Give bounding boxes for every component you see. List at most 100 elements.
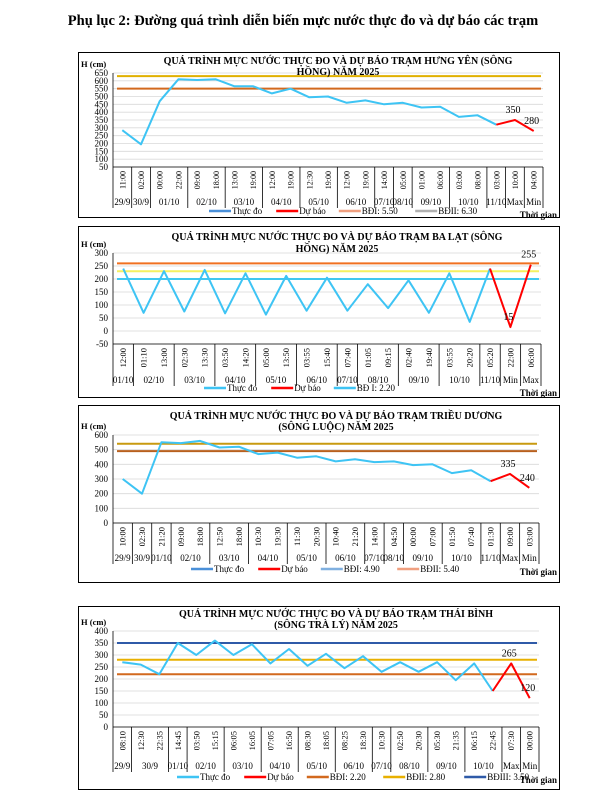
chart-title: QUÁ TRÌNH MỰC NƯỚC THỰC ĐO VÀ DỰ BÁO TRẠ… <box>172 230 503 243</box>
y-tick-label: 400 <box>95 626 109 636</box>
x-tick-label: 18:30 <box>358 731 368 750</box>
x-tick-label: 18:00 <box>212 171 221 189</box>
x-group-label: 10/10 <box>451 553 472 563</box>
x-group-label: 07/10 <box>371 761 392 771</box>
x-group-label: 02/10 <box>196 197 217 207</box>
x-group-label: 03/10 <box>234 197 255 207</box>
x-tick-label: 12:30 <box>305 171 314 189</box>
x-group-label: 01/10 <box>113 375 134 385</box>
legend-label: Dự báo <box>281 564 308 574</box>
x-tick-label: 07:40 <box>342 348 352 367</box>
data-label: 350 <box>505 105 520 116</box>
x-group-label: 01/10 <box>168 761 189 771</box>
x-group-label: Max <box>523 375 540 385</box>
legend-label: Thực đo <box>200 772 231 782</box>
x-tick-label: 11:30 <box>292 527 302 546</box>
y-tick-label: 400 <box>95 459 109 469</box>
x-group-label: 10/10 <box>449 375 470 385</box>
x-tick-label: 02:40 <box>404 348 414 367</box>
x-tick-label: 16:05 <box>247 731 257 750</box>
x-tick-label: 06:00 <box>526 348 536 367</box>
y-tick-label: 150 <box>95 686 109 696</box>
x-tick-label: 10:00 <box>118 527 128 546</box>
x-group-label: 08/10 <box>368 375 389 385</box>
x-tick-label: 19:00 <box>361 171 370 189</box>
x-tick-label: 22:00 <box>174 171 183 189</box>
x-tick-label: 09:00 <box>505 527 515 546</box>
x-tick-label: 02:00 <box>137 171 146 189</box>
y-tick-label: 350 <box>95 638 109 648</box>
x-group-label: Min <box>522 553 538 563</box>
x-group-label: 30/9 <box>134 553 151 563</box>
x-tick-label: 04:00 <box>530 171 539 189</box>
y-axis-label: H (cm) <box>81 421 106 431</box>
x-tick-label: 18:00 <box>195 527 205 546</box>
x-group-label: 29/9 <box>114 761 131 771</box>
x-tick-label: 16:50 <box>284 731 294 750</box>
y-tick-label: 300 <box>95 474 109 484</box>
x-tick-label: 12:00 <box>343 171 352 189</box>
legend-label: Dự báo <box>267 772 294 782</box>
y-tick-label: 100 <box>95 154 109 164</box>
x-tick-label: 01:10 <box>139 348 149 367</box>
legend-label: Dự báo <box>294 383 321 393</box>
series-forecast-line <box>496 119 535 132</box>
y-tick-label: 500 <box>95 445 109 455</box>
x-tick-label: 21:20 <box>156 527 166 546</box>
y-axis-label: H (cm) <box>81 59 106 69</box>
x-tick-label: 01:50 <box>447 527 457 546</box>
data-label: 335 <box>500 459 515 470</box>
chart-ba-lat: -50 0 50 100 150 200 250 300 H (cm) 15 255 12:00 01:… <box>78 226 560 398</box>
y-tick-label: 0 <box>104 722 109 732</box>
chart-title: QUÁ TRÌNH MỰC NƯỚC THỰC ĐO VÀ DỰ BÁO TRẠ… <box>179 608 493 620</box>
x-tick-label: 18:00 <box>234 527 244 546</box>
x-tick-label: 14:20 <box>240 348 250 367</box>
x-tick-label: 03:00 <box>524 527 534 546</box>
legend-label: BĐII: 5.40 <box>420 564 459 574</box>
y-tick-label: -50 <box>96 339 108 349</box>
x-group-label: 05/10 <box>296 553 317 563</box>
x-group-label: 04/10 <box>225 375 246 385</box>
y-tick-label: 450 <box>95 99 109 109</box>
x-tick-label: 08:25 <box>340 731 350 750</box>
x-tick-label: 05:30 <box>432 731 442 750</box>
y-tick-label: 50 <box>99 710 109 720</box>
y-tick-label: 300 <box>95 650 109 660</box>
x-tick-label: 13:50 <box>281 348 291 367</box>
x-group-label: 06/10 <box>307 375 328 385</box>
y-tick-label: 100 <box>95 698 109 708</box>
x-tick-label: 06:05 <box>228 731 238 750</box>
chart-title: QUÁ TRÌNH MỰC NƯỚC THỰC ĐO VÀ DỰ BÁO TRẠ… <box>164 54 513 67</box>
x-axis-label: Thời gian <box>520 567 557 577</box>
x-group-label: 08/10 <box>393 197 414 207</box>
x-group-label: 03/10 <box>219 553 240 563</box>
legend-label: BĐI: 2.20 <box>330 772 367 782</box>
series-measured-line <box>121 78 497 146</box>
x-tick-label: 08:10 <box>117 731 127 750</box>
x-group-label: 10/10 <box>458 197 479 207</box>
x-tick-label: 10:30 <box>253 527 263 546</box>
x-group-label: 01/10 <box>151 553 172 563</box>
x-tick-label: 09:15 <box>383 348 393 367</box>
legend-label: BĐ I: 2.20 <box>357 383 396 393</box>
y-tick-label: 650 <box>95 68 109 78</box>
y-tick-label: 0 <box>104 518 109 528</box>
x-tick-label: 07:30 <box>506 731 516 750</box>
y-tick-label: 200 <box>95 489 109 499</box>
x-group-label: 06/10 <box>344 761 365 771</box>
x-group-label: 02/10 <box>195 761 216 771</box>
data-label: 255 <box>521 250 536 261</box>
series-measured-line <box>122 639 494 692</box>
x-tick-label: 06:00 <box>436 171 445 189</box>
legend-label: BĐII: 2.80 <box>406 772 445 782</box>
x-axis-label: Thời gian <box>520 388 557 398</box>
y-tick-label: 200 <box>95 674 109 684</box>
x-tick-label: 01:00 <box>417 171 426 189</box>
series-forecast-line <box>489 264 532 329</box>
x-tick-label: 03:55 <box>444 348 454 367</box>
data-label: 240 <box>520 473 535 484</box>
legend-label: BĐII: 6.30 <box>438 206 477 216</box>
x-tick-label: 05:20 <box>485 348 495 367</box>
x-group-label: 29/9 <box>114 197 131 207</box>
